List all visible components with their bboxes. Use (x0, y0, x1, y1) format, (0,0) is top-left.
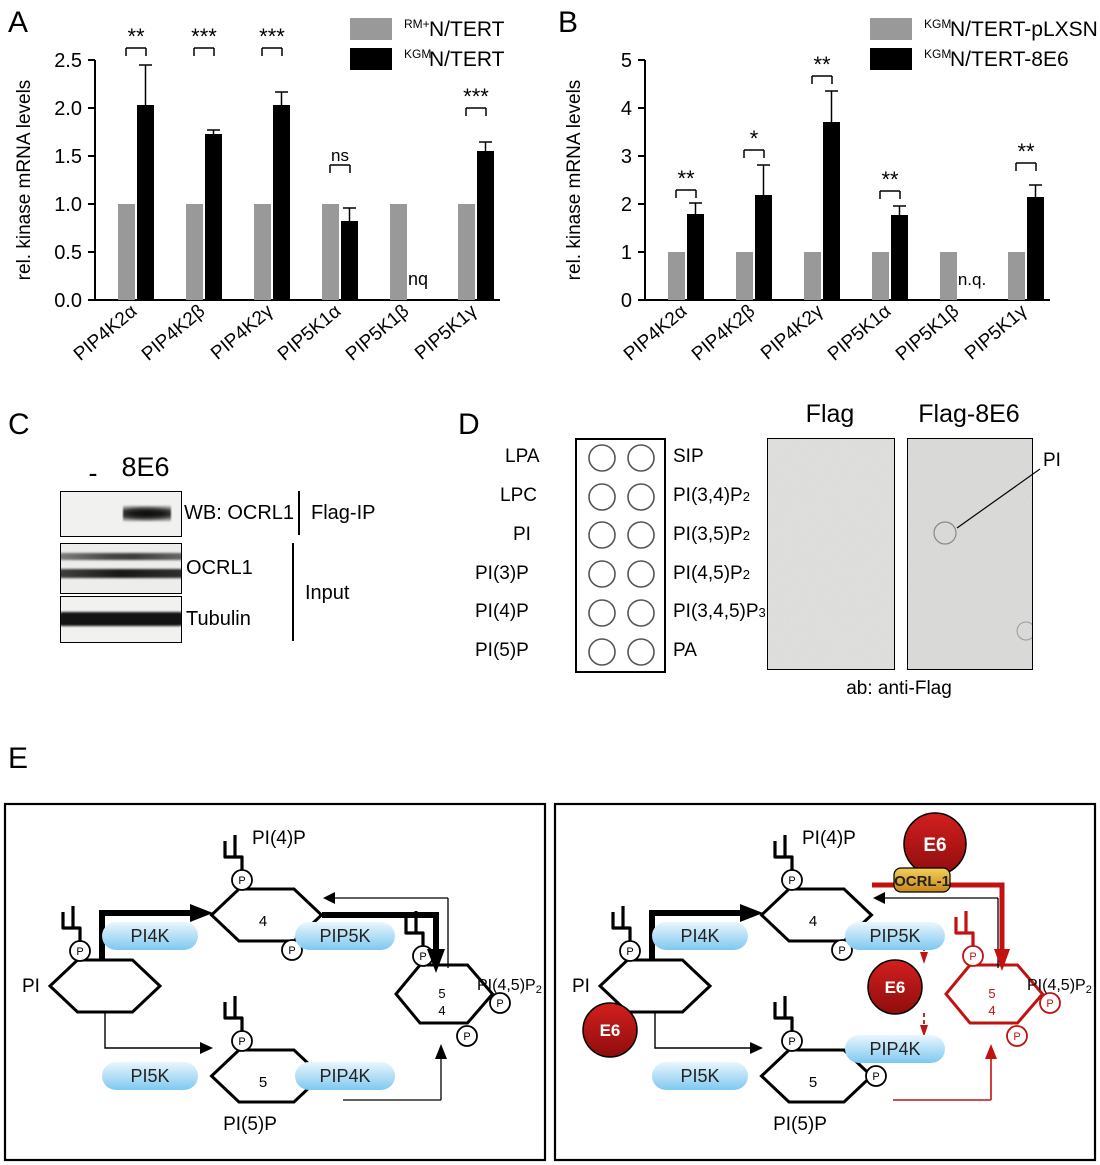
svg-text:PIP4K: PIP4K (319, 1066, 370, 1086)
svg-text:PIP5K: PIP5K (869, 926, 920, 946)
svg-text:4: 4 (438, 1003, 445, 1018)
svg-text:5: 5 (259, 1074, 267, 1091)
svg-text:P: P (288, 945, 295, 957)
svg-text:P: P (788, 1036, 795, 1048)
svg-text:P: P (1046, 998, 1053, 1010)
svg-text:PI: PI (22, 976, 40, 997)
svg-text:PI4K: PI4K (680, 926, 719, 946)
svg-text:PI(4,5)P2: PI(4,5)P2 (1027, 977, 1092, 996)
svg-text:P: P (872, 1071, 879, 1083)
svg-text:P: P (496, 998, 503, 1010)
svg-text:PI(4)P: PI(4)P (802, 828, 856, 849)
svg-text:P: P (838, 945, 845, 957)
svg-text:PI: PI (572, 976, 590, 997)
svg-text:PIP5K: PIP5K (319, 926, 370, 946)
svg-text:P: P (238, 1036, 245, 1048)
svg-text:P: P (788, 875, 795, 887)
svg-text:P: P (463, 1031, 470, 1043)
svg-text:OCRL-1: OCRL-1 (894, 873, 950, 890)
svg-text:P: P (419, 951, 426, 963)
svg-text:PI5K: PI5K (130, 1066, 169, 1086)
svg-text:PI(4)P: PI(4)P (252, 828, 306, 849)
svg-text:4: 4 (259, 913, 267, 930)
svg-text:P: P (1013, 1031, 1020, 1043)
svg-text:5: 5 (809, 1074, 817, 1091)
svg-text:4: 4 (988, 1003, 995, 1018)
svg-text:PI(5)P: PI(5)P (223, 1114, 277, 1135)
svg-text:PI(5)P: PI(5)P (773, 1114, 827, 1135)
svg-text:PI5K: PI5K (680, 1066, 719, 1086)
svg-text:PI4K: PI4K (130, 926, 169, 946)
svg-text:5: 5 (438, 986, 445, 1001)
svg-text:E6: E6 (885, 978, 906, 997)
svg-text:P: P (969, 951, 976, 963)
svg-text:P: P (76, 946, 83, 958)
svg-text:E6: E6 (600, 1021, 621, 1040)
svg-text:PI(4,5)P2: PI(4,5)P2 (477, 977, 542, 996)
svg-text:E6: E6 (923, 835, 946, 856)
svg-text:5: 5 (988, 986, 995, 1001)
svg-text:4: 4 (809, 913, 817, 930)
svg-text:PIP4K: PIP4K (869, 1039, 920, 1059)
svg-text:P: P (238, 875, 245, 887)
svg-text:P: P (626, 946, 633, 958)
